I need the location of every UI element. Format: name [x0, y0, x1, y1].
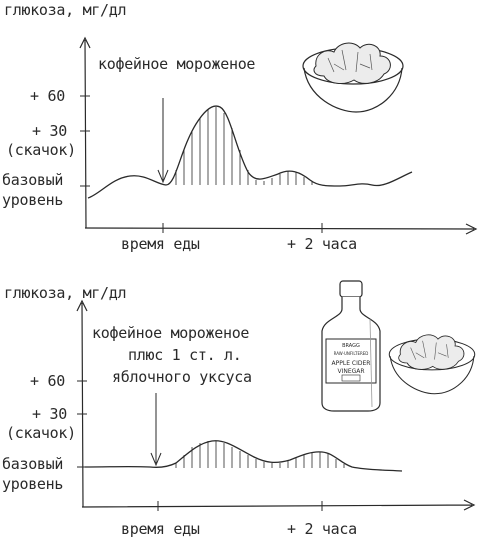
ice-cream-bowl-image	[388, 334, 476, 395]
y-tick-label-60: + 60	[30, 372, 65, 390]
y-axis	[79, 36, 91, 229]
y-tick-label-spike: (скачок)	[6, 424, 76, 442]
y-axis	[76, 299, 88, 508]
y-tick-label-30: + 30	[32, 405, 67, 423]
y-tick-label-30: + 30	[32, 122, 67, 140]
y-tick-label-baseline: базовый	[2, 171, 64, 189]
y-tick-label-spike: (скачок)	[6, 141, 76, 159]
bottle-label-line-3: VINEGAR	[337, 368, 364, 375]
vinegar-bottle-image: BRAGG RAW·UNFILTERED APPLE CIDER VINEGAR	[321, 280, 381, 412]
bottle-label-line-1: RAW·UNFILTERED	[334, 351, 369, 356]
y-tick-label-baseline: базовый	[2, 455, 64, 473]
chart-1	[79, 36, 478, 235]
annotation-line-1: кофейное мороженое	[92, 324, 250, 342]
x-tick-label-meal: время еды	[121, 520, 200, 538]
annotation-arrow	[150, 393, 162, 467]
spike-hatch	[175, 441, 345, 468]
y-tick-label-level: уровень	[2, 475, 64, 493]
panel-ice-cream-with-vinegar: глюкоза, мг/дл кофейное мороженое плюс 1…	[0, 273, 481, 546]
ice-cream-bowl-image	[302, 42, 404, 113]
annotation-line-2: плюс 1 ст. л.	[128, 346, 242, 364]
panel-ice-cream: глюкоза, мг/дл кофейное мороженое + 60 +…	[2, 1, 478, 253]
glucose-curve	[87, 105, 413, 199]
y-tick-label-level: уровень	[2, 191, 64, 209]
x-axis	[81, 499, 476, 511]
x-tick-label-2h: + 2 часа	[287, 235, 357, 253]
y-axis-label: глюкоза, мг/дл	[4, 284, 127, 302]
bottle-brand: BRAGG	[342, 343, 360, 349]
glucose-curve	[84, 440, 403, 472]
y-tick-label-60: + 60	[30, 87, 65, 105]
annotation-line-3: яблочного уксуса	[112, 368, 252, 386]
annotation-arrow	[157, 98, 169, 184]
y-axis-label: глюкоза, мг/дл	[4, 1, 127, 19]
chart-2	[76, 299, 476, 511]
bottle-label-line-2: APPLE CIDER	[332, 360, 371, 367]
annotation-line-1: кофейное мороженое	[98, 55, 256, 73]
x-tick-label-meal: время еды	[121, 235, 200, 253]
x-axis	[84, 223, 478, 235]
x-tick-label-2h: + 2 часа	[287, 520, 357, 538]
